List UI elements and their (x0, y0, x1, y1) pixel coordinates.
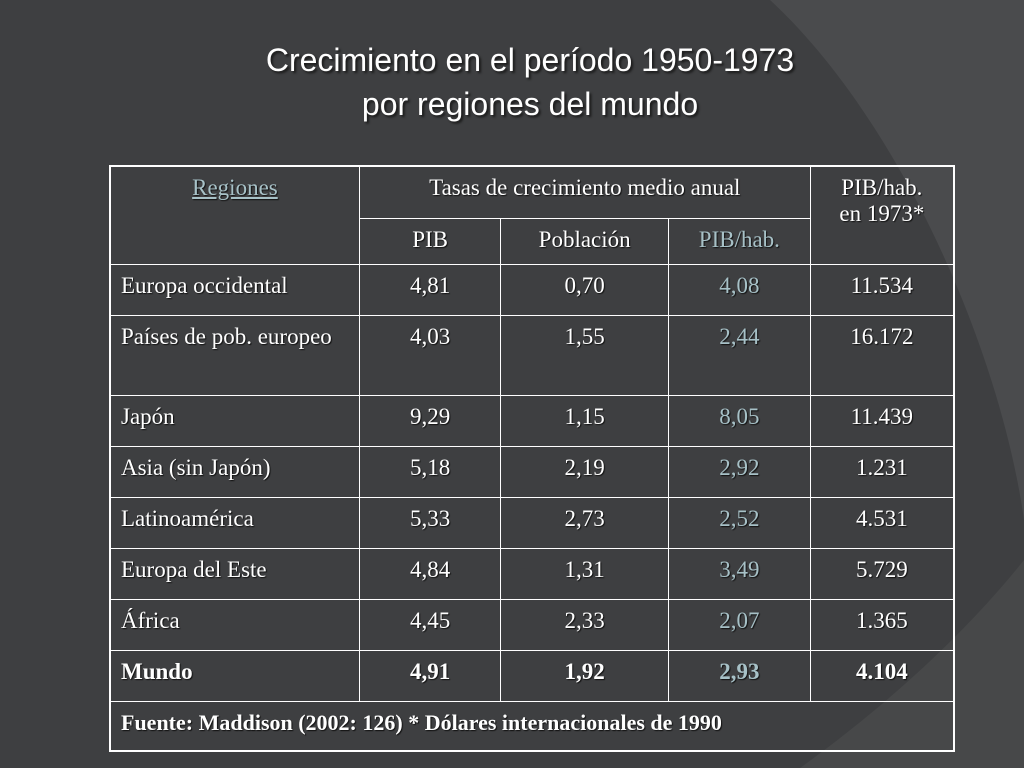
table-row: Asia (sin Japón) 5,18 2,19 2,92 1.231 (109, 445, 955, 498)
pib-hab-1973-cell: 4.531 (809, 496, 955, 549)
pib-hab-1973-cell: 4.104 (809, 649, 955, 702)
region-cell: Mundo (109, 649, 360, 702)
table-row: Europa occidental 4,81 0,70 4,08 11.534 (109, 263, 955, 316)
poblacion-cell: 1,92 (500, 649, 669, 702)
pib-hab-cell: 2,92 (667, 445, 811, 498)
header-pib: PIB (358, 217, 502, 265)
poblacion-cell: 1,15 (500, 394, 669, 447)
region-cell: Europa del Este (109, 547, 360, 600)
pib-hab-cell: 3,49 (667, 547, 811, 600)
table-row: Japón 9,29 1,15 8,05 11.439 (109, 394, 955, 447)
region-cell: Latinoamérica (109, 496, 360, 549)
region-cell: Japón (109, 394, 360, 447)
growth-table: Regiones Tasas de crecimiento medio anua… (109, 165, 955, 752)
poblacion-cell: 1,55 (500, 314, 669, 396)
poblacion-cell: 2,73 (500, 496, 669, 549)
pib-cell: 4,81 (358, 263, 502, 316)
table-row: Europa del Este 4,84 1,31 3,49 5.729 (109, 547, 955, 600)
pib-cell: 4,91 (358, 649, 502, 702)
header-pib-hab-1973: PIB/hab. en 1973* (809, 165, 955, 265)
pib-hab-1973-cell: 11.534 (809, 263, 955, 316)
title-line-1: Crecimiento en el período 1950-1973 (265, 42, 795, 78)
header-pib-hab-1973-line1: PIB/hab. (841, 175, 923, 200)
poblacion-cell: 2,19 (500, 445, 669, 498)
pib-hab-1973-cell: 1.365 (809, 598, 955, 651)
pib-cell: 5,33 (358, 496, 502, 549)
header-pib-hab: PIB/hab. (667, 217, 811, 265)
poblacion-cell: 2,33 (500, 598, 669, 651)
table-row-total: Mundo 4,91 1,92 2,93 4.104 (109, 649, 955, 702)
header-regions-cell: Regiones (109, 165, 360, 265)
slide-title: Crecimiento en el período 1950-1973 por … (120, 38, 940, 126)
pib-hab-cell: 2,93 (667, 649, 811, 702)
table-row: África 4,45 2,33 2,07 1.365 (109, 598, 955, 651)
pib-hab-1973-cell: 1.231 (809, 445, 955, 498)
table-row: Latinoamérica 5,33 2,73 2,52 4.531 (109, 496, 955, 549)
pib-hab-1973-cell: 16.172 (809, 314, 955, 396)
region-cell: Asia (sin Japón) (109, 445, 360, 498)
region-cell: Europa occidental (109, 263, 360, 316)
pib-cell: 4,03 (358, 314, 502, 396)
header-pib-hab-1973-line2: en 1973* (839, 201, 925, 226)
pib-cell: 9,29 (358, 394, 502, 447)
pib-hab-cell: 2,07 (667, 598, 811, 651)
pib-hab-1973-cell: 5.729 (809, 547, 955, 600)
header-growth-rates: Tasas de crecimiento medio anual (358, 165, 811, 219)
pib-cell: 5,18 (358, 445, 502, 498)
table-row: Países de pob. europeo 4,03 1,55 2,44 16… (109, 314, 955, 396)
pib-hab-cell: 2,44 (667, 314, 811, 396)
pib-cell: 4,45 (358, 598, 502, 651)
pib-hab-cell: 8,05 (667, 394, 811, 447)
pib-hab-cell: 2,52 (667, 496, 811, 549)
poblacion-cell: 0,70 (500, 263, 669, 316)
pib-hab-cell: 4,08 (667, 263, 811, 316)
region-cell: África (109, 598, 360, 651)
table-source-note: Fuente: Maddison (2002: 126) * Dólares i… (109, 700, 955, 752)
title-line-2: por regiones del mundo (361, 86, 699, 122)
poblacion-cell: 1,31 (500, 547, 669, 600)
header-poblacion: Población (500, 217, 669, 265)
regions-link[interactable]: Regiones (192, 175, 278, 200)
region-cell: Países de pob. europeo (109, 314, 360, 396)
pib-cell: 4,84 (358, 547, 502, 600)
pib-hab-1973-cell: 11.439 (809, 394, 955, 447)
